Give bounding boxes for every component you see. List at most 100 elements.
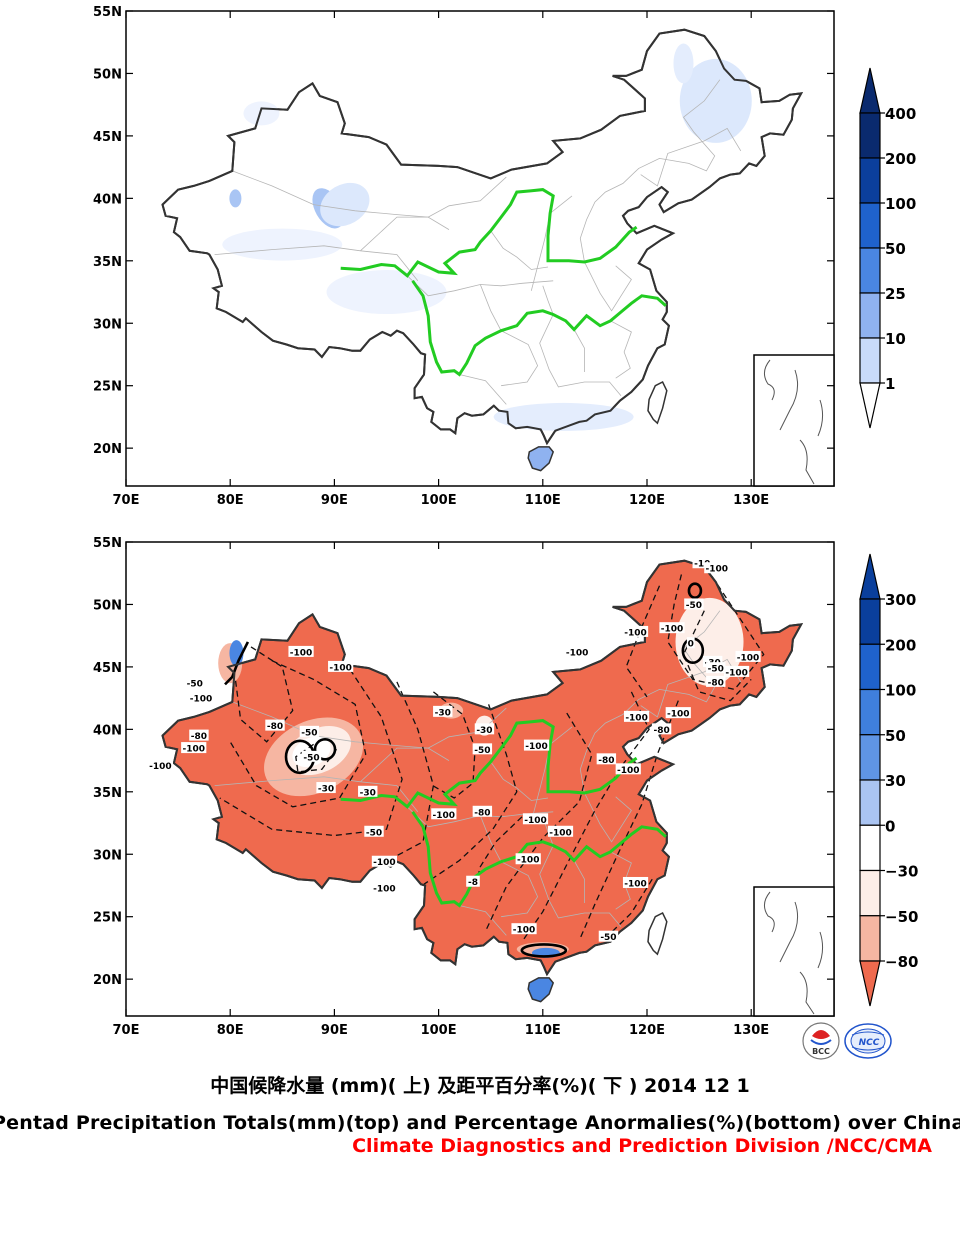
bcc-logo: BCC [802,1022,840,1060]
contour-label: -50 [301,728,317,738]
province-line [539,285,622,396]
figure-caption-chinese: 中国候降水量 (mm)( 上) 及距平百分率(%)( 下 ) 2014 12 1 [210,1075,750,1097]
contour-label-box [724,665,750,677]
contour-label-box [472,743,493,755]
major-rivers [340,719,667,908]
dashed-contour [229,660,367,808]
lat-label: 30N [93,848,122,863]
contour-label-box [735,650,761,662]
contour-label-box [665,707,691,719]
zero-contour [520,943,568,958]
figure-caption-organization: Climate Diagnostics and Prediction Divis… [352,1135,932,1157]
dashed-contour [295,743,338,773]
province-line [579,79,721,263]
dashed-contour [219,669,403,837]
lon-label: 70E [113,493,140,508]
province-line [360,176,507,252]
dashed-contour [474,816,523,889]
province-line [459,374,507,405]
province-line [640,658,742,718]
contour-label: -100 [549,828,572,838]
contour-label-box [301,750,322,762]
province-line [573,329,585,372]
contour-label-box [181,742,207,754]
hainan-island [527,446,555,472]
contour-label: -80 [267,722,283,732]
contour-label: -100 [373,884,396,894]
colorbar-cap-bottom [859,382,881,429]
figure-caption-english: Pentad Precipitation Totals(mm)(top) and… [0,1112,960,1134]
contour-label: 0 [688,640,694,650]
zero-contour [224,641,250,686]
zero-contour [313,738,337,761]
contour-label-box [511,923,537,935]
hainan-island [527,977,555,1003]
colorbar-label: 200 [885,150,916,168]
contour-label-box [288,645,314,657]
south-china-sea-inset [753,886,835,1017]
colorbar-label: 300 [885,591,916,609]
south-china-sea-inset [753,354,835,487]
colorbar-label: 400 [885,105,916,123]
lon-label: 90E [321,1023,348,1038]
contour-label: -100 [737,653,760,663]
lat-label: 50N [93,598,122,613]
taiwan-island [647,380,668,425]
china-border-line [161,559,804,977]
lon-label: 110E [525,493,561,508]
contour-label: -50 [600,933,616,943]
lat-label: 40N [93,723,122,738]
lon-label: 110E [525,1023,561,1038]
contour-label-box [515,853,541,865]
contour-label-box [431,808,457,820]
contour-label: -100 [182,745,205,755]
contour-label-box [692,557,712,569]
contour-label: -100 [667,710,690,720]
contour-label: -100 [517,856,540,866]
contour-label: -100 [290,648,313,658]
contour-label: -100 [725,668,748,678]
contour-label: -30 [318,785,334,795]
axis-ticks-top: 55N 50N 45N 40N 35N 30N 25N 20N 70E 80E 90E 100E 110… [93,5,834,508]
contour-label: -8 [468,878,478,888]
colorbar-label: 100 [885,682,916,700]
colorbar-segment [859,869,881,917]
contour-label: -100 [624,879,647,889]
contour-label: -100 [706,565,729,575]
colorbar-segment [859,337,881,384]
contour-labels: -100-100-100-100-80-50-50-80-100-30-50-3… [147,557,761,943]
precip-patch [673,43,694,84]
contour-label-box [622,876,649,888]
lat-label: 20N [93,973,122,988]
contour-label-box [547,825,574,837]
dashed-contour [521,691,650,943]
colorbar-label: 50 [885,727,906,745]
colorbar-cap-bottom [859,960,881,1007]
contour-label-box [622,625,649,637]
colorbar-label: 30 [885,772,906,790]
province-line [214,776,419,813]
contour-label: -80 [191,732,207,742]
contour-label: -100 [566,648,589,658]
china-border-line [161,28,804,446]
contour-label-box [522,813,549,825]
colorbar-label: 200 [885,636,916,654]
contour-label-box [684,598,704,610]
contour-label: -50 [474,746,490,756]
contour-label: -50 [187,680,203,690]
contour-label: -100 [149,762,172,772]
contour-label-box [564,645,590,657]
contour-label: -100 [433,811,456,821]
contour-label-box [358,785,378,797]
contour-label: -100 [373,858,396,868]
province-line [584,792,632,843]
lon-label: 120E [629,1023,665,1038]
contour-label: -30 [476,726,492,736]
lon-label: 90E [321,493,348,508]
colorbar-segment [859,824,881,872]
colorbar-segment [859,202,881,249]
contour-label: -50 [708,665,724,675]
contour-label-box [364,825,384,837]
province-line [490,230,549,270]
dashed-contour [485,712,593,930]
